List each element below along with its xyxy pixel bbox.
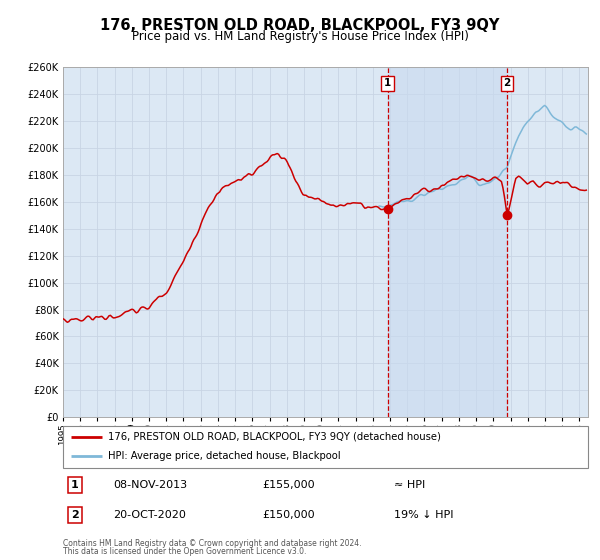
- Text: Contains HM Land Registry data © Crown copyright and database right 2024.: Contains HM Land Registry data © Crown c…: [63, 539, 361, 548]
- FancyBboxPatch shape: [63, 426, 588, 468]
- Text: HPI: Average price, detached house, Blackpool: HPI: Average price, detached house, Blac…: [107, 451, 340, 461]
- Text: 1: 1: [384, 78, 391, 88]
- Text: 176, PRESTON OLD ROAD, BLACKPOOL, FY3 9QY (detached house): 176, PRESTON OLD ROAD, BLACKPOOL, FY3 9Q…: [107, 432, 440, 442]
- Bar: [388, 67, 507, 417]
- Text: ≈ HPI: ≈ HPI: [394, 480, 425, 490]
- Text: 176, PRESTON OLD ROAD, BLACKPOOL, FY3 9QY: 176, PRESTON OLD ROAD, BLACKPOOL, FY3 9Q…: [100, 18, 500, 32]
- Text: 20-OCT-2020: 20-OCT-2020: [113, 510, 186, 520]
- Text: £150,000: £150,000: [263, 510, 315, 520]
- Text: 2: 2: [71, 510, 79, 520]
- Text: This data is licensed under the Open Government Licence v3.0.: This data is licensed under the Open Gov…: [63, 547, 307, 556]
- Text: £155,000: £155,000: [263, 480, 315, 490]
- Text: 1: 1: [71, 480, 79, 490]
- Text: Price paid vs. HM Land Registry's House Price Index (HPI): Price paid vs. HM Land Registry's House …: [131, 30, 469, 44]
- Text: 08-NOV-2013: 08-NOV-2013: [113, 480, 187, 490]
- Text: 19% ↓ HPI: 19% ↓ HPI: [394, 510, 453, 520]
- Text: 2: 2: [503, 78, 511, 88]
